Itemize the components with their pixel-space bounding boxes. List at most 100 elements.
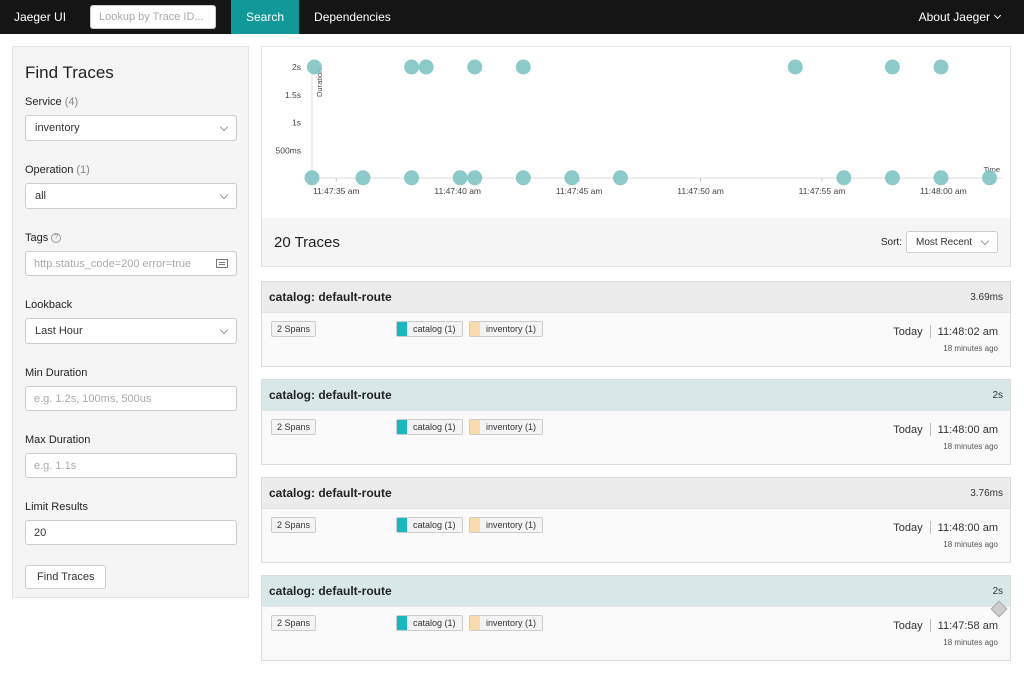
x-tick-label: 11:47:40 am	[434, 186, 481, 196]
trace-item[interactable]: catalog: default-route 2s 2 Spans catalo…	[261, 575, 1011, 661]
y-tick-label: 2s	[292, 62, 301, 72]
trace-point[interactable]	[933, 59, 949, 75]
trace-point[interactable]	[787, 59, 803, 75]
min-duration-input[interactable]: e.g. 1.2s, 100ms, 500us	[25, 386, 237, 411]
operation-select[interactable]: all	[25, 183, 237, 209]
trace-point[interactable]	[304, 170, 320, 186]
tags-input[interactable]: http.status_code=200 error=true	[25, 251, 237, 276]
trace-item[interactable]: catalog: default-route 3.76ms 2 Spans ca…	[261, 477, 1011, 563]
service-select[interactable]: inventory	[25, 115, 237, 141]
scatter-plot-svg: 500ms 1s 1.5s 2s Duration Time 11:47:35 am 11:4…	[275, 59, 1002, 196]
trace-item-header[interactable]: catalog: default-route 2s	[262, 576, 1010, 607]
x-tick-label: 11:47:50 am	[677, 186, 724, 196]
service-tag-label: catalog (1)	[413, 422, 456, 432]
trace-item-body: 2 Spans catalog (1) inventory (1) Today 1…	[262, 509, 1010, 562]
trace-point[interactable]	[306, 59, 322, 75]
span-count-tag: 2 Spans	[271, 321, 317, 337]
service-tag-catalog: catalog (1)	[396, 419, 463, 435]
trace-start-time: Today 11:47:58 am	[893, 619, 998, 632]
chevron-down-icon	[219, 325, 229, 334]
service-tag-catalog: catalog (1)	[396, 321, 463, 337]
y-axis-label: Duration	[315, 69, 324, 97]
trace-item-header[interactable]: catalog: default-route 3.69ms	[262, 282, 1010, 313]
logfmt-icon[interactable]	[216, 259, 228, 268]
trace-point[interactable]	[418, 59, 434, 75]
trace-point[interactable]	[452, 170, 468, 186]
trace-item-header[interactable]: catalog: default-route 3.76ms	[262, 478, 1010, 509]
trace-point[interactable]	[612, 170, 628, 186]
max-duration-input[interactable]: e.g. 1.1s	[25, 453, 237, 478]
brand-link[interactable]: Jaeger UI	[14, 10, 67, 24]
trace-point[interactable]	[404, 170, 420, 186]
service-color-swatch	[397, 616, 407, 630]
trace-point[interactable]	[404, 59, 420, 75]
trace-point[interactable]	[515, 170, 531, 186]
service-color-swatch	[470, 322, 480, 336]
tags-label-text: Tags	[25, 232, 49, 244]
about-jaeger-label: About Jaeger	[918, 10, 990, 24]
max-duration-label: Max Duration	[25, 434, 91, 446]
service-color-swatch	[397, 322, 407, 336]
sort-control: Sort: Most Recent	[881, 231, 998, 253]
tab-dependencies[interactable]: Dependencies	[314, 10, 391, 24]
trace-point[interactable]	[515, 59, 531, 75]
service-tag-label: catalog (1)	[413, 520, 456, 530]
limit-results-input[interactable]: 20	[25, 520, 237, 545]
trace-item-header[interactable]: catalog: default-route 2s	[262, 380, 1010, 411]
trace-relative-time: 18 minutes ago	[943, 638, 998, 647]
trace-point[interactable]	[933, 170, 949, 186]
trace-id-lookup-input[interactable]	[90, 5, 216, 29]
y-tick-label: 1s	[292, 118, 301, 128]
trace-name[interactable]: catalog: default-route	[269, 290, 392, 304]
trace-time: 11:48:00 am	[937, 423, 998, 436]
trace-item[interactable]: catalog: default-route 3.69ms 2 Spans ca…	[261, 281, 1011, 367]
trace-duration: 3.69ms	[970, 291, 1003, 303]
service-color-swatch	[470, 518, 480, 532]
lookback-value: Last Hour	[35, 325, 83, 337]
service-tag-inventory: inventory (1)	[469, 321, 544, 337]
trace-name[interactable]: catalog: default-route	[269, 388, 392, 402]
trace-point[interactable]	[467, 59, 483, 75]
find-traces-button[interactable]: Find Traces	[25, 565, 107, 589]
service-tag-label: inventory (1)	[486, 520, 537, 530]
trace-start-time: Today 11:48:02 am	[893, 325, 998, 338]
trace-point[interactable]	[884, 59, 900, 75]
limit-results-value: 20	[34, 526, 47, 539]
operation-label-text: Operation	[25, 164, 74, 176]
span-count-tag: 2 Spans	[271, 517, 317, 533]
trace-item[interactable]: catalog: default-route 2s 2 Spans catalo…	[261, 379, 1011, 465]
about-jaeger-menu[interactable]: About Jaeger	[918, 0, 1002, 34]
sort-value: Most Recent	[916, 236, 973, 248]
trace-time: 11:47:58 am	[937, 619, 998, 632]
trace-point[interactable]	[467, 170, 483, 186]
x-tick-label: 11:47:35 am	[313, 186, 360, 196]
trace-name[interactable]: catalog: default-route	[269, 584, 392, 598]
operation-label: Operation (1)	[25, 164, 236, 176]
trace-point[interactable]	[884, 170, 900, 186]
top-nav: Jaeger UI Search Dependencies About Jaeg…	[0, 0, 1024, 34]
trace-duration: 3.76ms	[970, 487, 1003, 499]
service-tag-catalog: catalog (1)	[396, 615, 463, 631]
lookback-label: Lookback	[25, 299, 73, 311]
tab-search[interactable]: Search	[231, 0, 300, 34]
tags-placeholder: http.status_code=200 error=true	[34, 257, 192, 270]
help-icon[interactable]: ?	[51, 233, 62, 243]
trace-point[interactable]	[564, 170, 580, 186]
min-duration-label: Min Duration	[25, 367, 88, 379]
trace-point[interactable]	[355, 170, 371, 186]
sort-select[interactable]: Most Recent	[906, 231, 998, 253]
trace-name[interactable]: catalog: default-route	[269, 486, 392, 500]
trace-relative-time: 18 minutes ago	[943, 540, 998, 549]
trace-point[interactable]	[836, 170, 852, 186]
lookback-select[interactable]: Last Hour	[25, 318, 237, 344]
trace-day: Today	[893, 423, 923, 436]
trace-relative-time: 18 minutes ago	[943, 442, 998, 451]
min-duration-placeholder: e.g. 1.2s, 100ms, 500us	[34, 392, 152, 405]
service-color-swatch	[470, 616, 480, 630]
y-tick-label: 500ms	[275, 145, 301, 155]
trace-point[interactable]	[982, 170, 998, 186]
span-count-tag: 2 Spans	[271, 615, 317, 631]
service-label-text: Service	[25, 96, 62, 108]
trace-time: 11:48:00 am	[937, 521, 998, 534]
span-count-tag: 2 Spans	[271, 419, 317, 435]
